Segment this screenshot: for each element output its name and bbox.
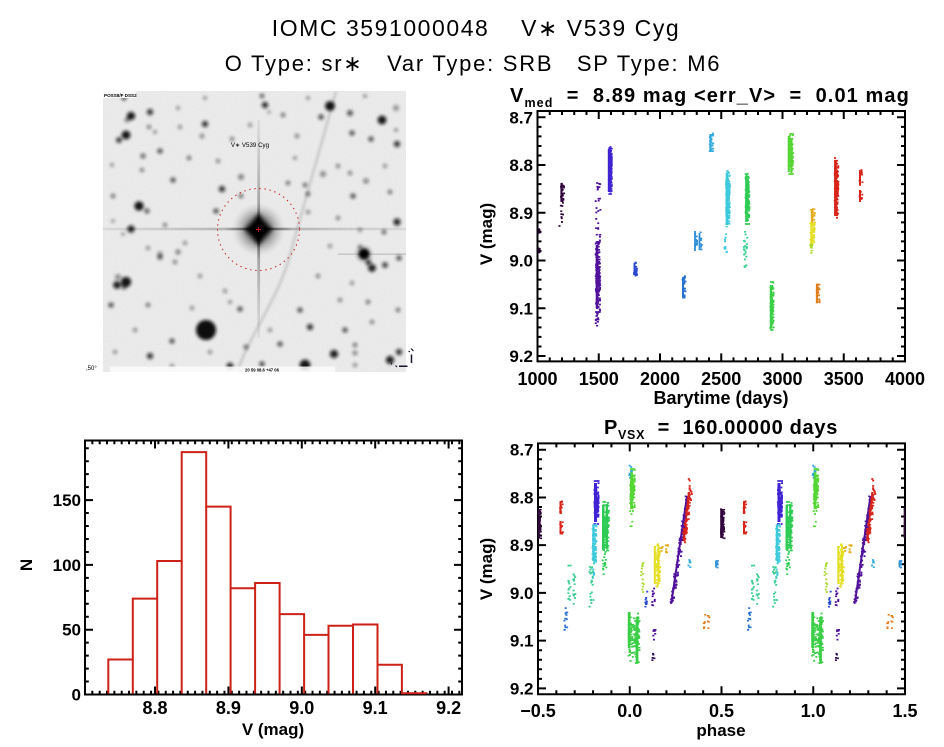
svg-text:O Type: sr∗ Var Type: SRB: O Type: sr∗ Var Type: SRB SP Type: M6 — [225, 51, 722, 76]
svg-text:20 59 08.6 +47 06: 20 59 08.6 +47 06 — [245, 368, 280, 373]
svg-text:N: N — [17, 559, 36, 571]
svg-text:9.1: 9.1 — [363, 698, 388, 718]
svg-text:3500: 3500 — [824, 369, 864, 389]
svg-text:,50°: ,50° — [86, 366, 97, 372]
svg-text:9.1: 9.1 — [510, 632, 534, 651]
svg-text:Vmed = 8.89 mag <err_V> =: Vmed = 8.89 mag <err_V> = 0.01 mag — [510, 85, 910, 110]
svg-text:8.8: 8.8 — [142, 698, 167, 718]
svg-text:9.0: 9.0 — [289, 698, 314, 718]
svg-text:8.8: 8.8 — [509, 156, 533, 175]
svg-text:1.5: 1.5 — [892, 701, 917, 721]
svg-text:1500: 1500 — [579, 369, 619, 389]
svg-text:9.1: 9.1 — [509, 299, 533, 318]
svg-text:0: 0 — [72, 686, 81, 705]
svg-text:1.0: 1.0 — [801, 701, 826, 721]
svg-text:8.7: 8.7 — [510, 441, 534, 460]
svg-text:0.5: 0.5 — [709, 701, 734, 721]
svg-text:9.0: 9.0 — [510, 584, 534, 603]
svg-text:phase: phase — [696, 721, 745, 740]
svg-text:V∗ V539 Cyg: V∗ V539 Cyg — [231, 142, 270, 149]
svg-text:3000: 3000 — [762, 369, 802, 389]
svg-text:V (mag): V (mag) — [242, 720, 304, 739]
svg-text:POSSII/F DSS2: POSSII/F DSS2 — [104, 93, 137, 98]
svg-text:V (mag): V (mag) — [477, 203, 496, 265]
svg-text:9.2: 9.2 — [510, 679, 534, 698]
svg-text:V (mag): V (mag) — [477, 538, 496, 600]
svg-text:8.9: 8.9 — [509, 204, 533, 223]
svg-text:150: 150 — [53, 491, 81, 510]
svg-text:9.2: 9.2 — [509, 347, 533, 366]
svg-text:2000: 2000 — [640, 369, 680, 389]
svg-text:Barytime (days): Barytime (days) — [653, 388, 788, 408]
svg-text:0.0: 0.0 — [617, 701, 642, 721]
svg-text:9.2: 9.2 — [436, 698, 461, 718]
svg-text:4000: 4000 — [885, 369, 925, 389]
svg-text:PVSX = 160.00000 days: PVSX = 160.00000 days — [604, 417, 838, 442]
svg-text:−0.5: −0.5 — [520, 701, 556, 721]
svg-text:IOMC 3591000048 V∗ V539 Cyg: IOMC 3591000048 V∗ V539 Cyg — [272, 15, 680, 41]
svg-text:8.8: 8.8 — [510, 488, 534, 507]
svg-text:8.9: 8.9 — [216, 698, 241, 718]
svg-text:100: 100 — [53, 556, 81, 575]
svg-text:2500: 2500 — [701, 369, 741, 389]
svg-text:9.0: 9.0 — [509, 252, 533, 271]
svg-text:8.9: 8.9 — [510, 536, 534, 555]
svg-text:1000: 1000 — [517, 369, 557, 389]
svg-text:50: 50 — [62, 621, 81, 640]
svg-text:8.7: 8.7 — [509, 108, 533, 127]
